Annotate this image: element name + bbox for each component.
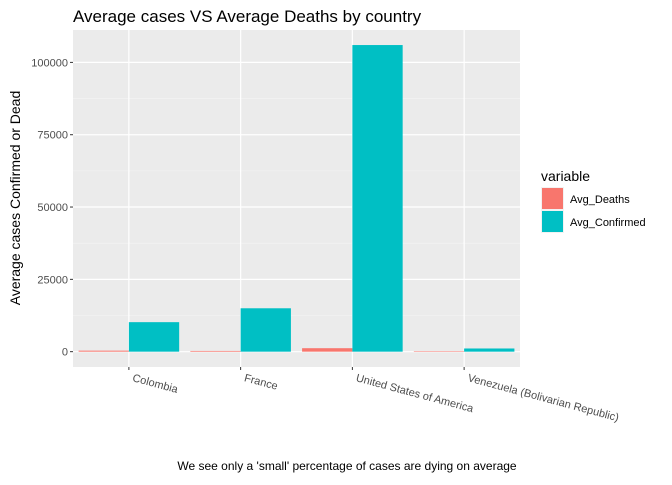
legend-label: Avg_Confirmed — [570, 217, 646, 229]
y-tick-label: 75000 — [37, 130, 68, 142]
legend-key-avg-confirmed — [542, 211, 563, 232]
y-axis: 0 25000 50000 75000 100000 — [31, 57, 73, 359]
bar-avg-confirmed — [464, 348, 515, 352]
legend-label: Avg_Deaths — [570, 194, 630, 206]
bar-avg-deaths — [190, 350, 241, 352]
bar-avg-confirmed — [240, 308, 291, 352]
x-tick-label: Venezuela (Bolivarian Republic) — [466, 372, 620, 424]
caption: We see only a 'small' percentage of case… — [177, 459, 517, 473]
bar-avg-deaths — [78, 350, 129, 352]
y-axis-title: Average cases Confirmed or Dead — [7, 91, 23, 306]
y-tick-label: 25000 — [37, 274, 68, 286]
bar-avg-confirmed — [128, 322, 180, 352]
bars — [78, 45, 515, 352]
y-tick-label: 100000 — [31, 57, 68, 69]
y-tick-label: 50000 — [37, 202, 68, 214]
legend-key-avg-deaths — [542, 188, 563, 209]
bar-avg-confirmed — [352, 45, 403, 352]
x-tick-label: France — [243, 372, 279, 392]
x-tick-label: United States of America — [355, 372, 476, 415]
x-tick-label: Colombia — [131, 372, 180, 396]
y-tick-label: 0 — [62, 347, 68, 359]
plot-panel — [73, 30, 520, 367]
bar-avg-deaths — [302, 348, 353, 352]
bar-avg-deaths — [413, 351, 465, 352]
x-axis: Colombia France United States of AmericaVe… — [128, 367, 620, 424]
legend: variable Avg_Deaths Avg_Confirmed — [541, 168, 646, 233]
legend-title: variable — [541, 168, 590, 184]
chart-title: Average cases VS Average Deaths by count… — [73, 7, 422, 26]
